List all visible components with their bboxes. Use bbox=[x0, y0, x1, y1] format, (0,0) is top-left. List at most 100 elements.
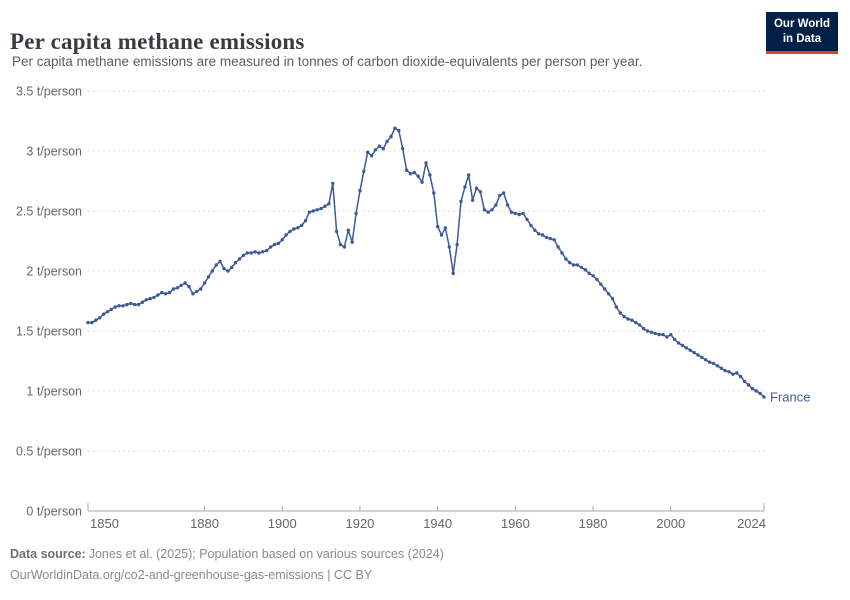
data-point-marker[interactable] bbox=[327, 202, 331, 206]
data-point-marker[interactable] bbox=[560, 251, 564, 255]
data-point-marker[interactable] bbox=[447, 245, 451, 249]
data-point-marker[interactable] bbox=[253, 250, 257, 254]
data-point-marker[interactable] bbox=[540, 233, 545, 237]
data-point-marker[interactable] bbox=[618, 311, 622, 315]
data-point-marker[interactable] bbox=[144, 298, 148, 302]
data-point-marker[interactable] bbox=[183, 281, 187, 285]
data-point-marker[interactable] bbox=[187, 284, 191, 289]
data-point-marker[interactable] bbox=[222, 266, 226, 271]
data-point-marker[interactable] bbox=[498, 193, 502, 198]
data-point-marker[interactable] bbox=[451, 271, 455, 276]
data-point-marker[interactable] bbox=[439, 233, 444, 237]
data-point-marker[interactable] bbox=[470, 198, 475, 202]
data-point-marker[interactable] bbox=[288, 229, 292, 234]
data-point-marker[interactable] bbox=[696, 353, 700, 357]
data-point-marker[interactable] bbox=[152, 295, 156, 300]
data-point-marker[interactable] bbox=[490, 208, 494, 212]
data-point-marker[interactable] bbox=[750, 386, 754, 391]
emissions-line[interactable] bbox=[87, 127, 765, 398]
data-point-marker[interactable] bbox=[622, 314, 626, 319]
data-point-marker[interactable] bbox=[657, 332, 661, 337]
data-point-marker[interactable] bbox=[342, 245, 347, 249]
data-point-marker[interactable] bbox=[443, 226, 448, 230]
data-point-marker[interactable] bbox=[369, 154, 374, 158]
data-point-marker[interactable] bbox=[684, 346, 688, 350]
data-point-marker[interactable] bbox=[171, 287, 176, 291]
data-point-marker[interactable] bbox=[742, 379, 747, 384]
data-point-marker[interactable] bbox=[731, 372, 735, 376]
data-point-marker[interactable] bbox=[669, 332, 673, 337]
data-point-marker[interactable] bbox=[385, 139, 389, 144]
data-point-marker[interactable] bbox=[587, 271, 591, 276]
data-point-marker[interactable] bbox=[230, 265, 234, 270]
data-point-marker[interactable] bbox=[272, 242, 277, 247]
data-point-marker[interactable] bbox=[129, 301, 133, 306]
data-point-marker[interactable] bbox=[261, 250, 265, 254]
data-point-marker[interactable] bbox=[723, 368, 727, 373]
data-point-marker[interactable] bbox=[268, 245, 273, 249]
data-point-marker[interactable] bbox=[665, 335, 669, 339]
data-point-marker[interactable] bbox=[482, 208, 486, 212]
data-point-marker[interactable] bbox=[704, 358, 708, 362]
data-point-marker[interactable] bbox=[692, 350, 696, 355]
data-point-marker[interactable] bbox=[467, 173, 471, 177]
data-point-marker[interactable] bbox=[591, 274, 595, 278]
data-point-marker[interactable] bbox=[459, 199, 463, 204]
data-point-marker[interactable] bbox=[404, 168, 409, 172]
data-point-marker[interactable] bbox=[420, 180, 424, 184]
data-point-marker[interactable] bbox=[358, 188, 362, 193]
data-point-marker[interactable] bbox=[381, 146, 385, 151]
data-point-marker[interactable] bbox=[676, 341, 681, 345]
data-point-marker[interactable] bbox=[307, 210, 312, 214]
data-point-marker[interactable] bbox=[202, 281, 207, 285]
data-point-marker[interactable] bbox=[474, 186, 479, 190]
data-point-marker[interactable] bbox=[218, 259, 222, 264]
data-point-marker[interactable] bbox=[707, 360, 712, 364]
data-point-marker[interactable] bbox=[424, 161, 428, 165]
data-point-marker[interactable] bbox=[315, 208, 319, 212]
data-point-marker[interactable] bbox=[86, 320, 90, 325]
data-point-marker[interactable] bbox=[494, 203, 498, 207]
data-point-marker[interactable] bbox=[525, 217, 529, 222]
data-point-marker[interactable] bbox=[517, 212, 521, 217]
data-point-marker[interactable] bbox=[354, 211, 358, 216]
data-point-marker[interactable] bbox=[463, 185, 467, 189]
data-point-marker[interactable] bbox=[502, 191, 506, 195]
data-point-marker[interactable] bbox=[113, 305, 117, 309]
data-point-marker[interactable] bbox=[533, 228, 537, 232]
data-point-marker[interactable] bbox=[121, 304, 125, 308]
data-point-marker[interactable] bbox=[393, 126, 397, 130]
data-point-marker[interactable] bbox=[762, 395, 766, 399]
data-point-marker[interactable] bbox=[715, 364, 720, 368]
data-point-marker[interactable] bbox=[568, 260, 572, 265]
data-point-marker[interactable] bbox=[649, 330, 653, 334]
data-point-marker[interactable] bbox=[98, 316, 102, 320]
data-point-marker[interactable] bbox=[455, 242, 459, 247]
data-point-marker[interactable] bbox=[140, 300, 145, 304]
data-point-marker[interactable] bbox=[311, 209, 315, 213]
data-point-marker[interactable] bbox=[206, 275, 211, 279]
data-point-marker[interactable] bbox=[276, 241, 281, 246]
data-point-marker[interactable] bbox=[191, 292, 195, 296]
data-point-marker[interactable] bbox=[389, 134, 393, 139]
data-point-marker[interactable] bbox=[634, 320, 638, 325]
data-point-marker[interactable] bbox=[537, 232, 541, 236]
data-point-marker[interactable] bbox=[136, 302, 141, 307]
data-point-marker[interactable] bbox=[509, 210, 514, 214]
data-point-marker[interactable] bbox=[195, 289, 199, 294]
data-point-marker[interactable] bbox=[544, 235, 549, 240]
data-point-marker[interactable] bbox=[362, 169, 366, 174]
data-point-marker[interactable] bbox=[323, 204, 327, 208]
data-point-marker[interactable] bbox=[758, 391, 762, 396]
data-point-marker[interactable] bbox=[210, 269, 214, 273]
data-point-marker[interactable] bbox=[167, 290, 172, 295]
data-point-marker[interactable] bbox=[521, 211, 525, 216]
data-point-marker[interactable] bbox=[265, 248, 269, 253]
data-point-marker[interactable] bbox=[548, 236, 552, 241]
data-point-marker[interactable] bbox=[245, 251, 249, 255]
data-point-marker[interactable] bbox=[94, 318, 98, 322]
data-point-marker[interactable] bbox=[630, 318, 634, 322]
data-point-marker[interactable] bbox=[595, 277, 599, 282]
data-point-marker[interactable] bbox=[579, 265, 584, 270]
